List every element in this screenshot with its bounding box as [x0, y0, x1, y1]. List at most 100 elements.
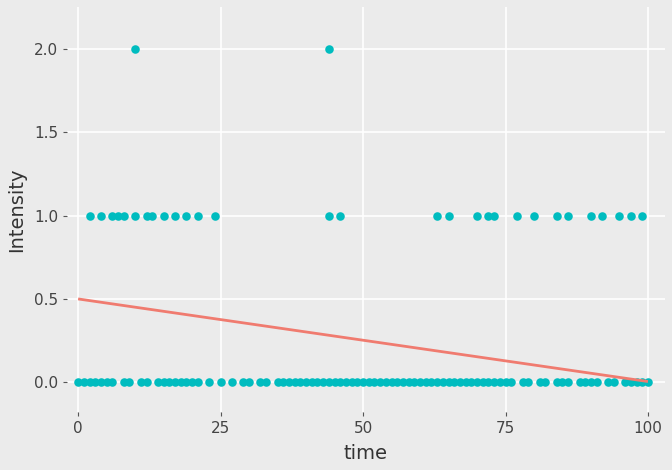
Point [626, 212, 636, 219]
Point [244, 379, 255, 386]
Point [141, 379, 152, 386]
Point [631, 379, 642, 386]
Point [563, 212, 574, 219]
Point [130, 45, 140, 53]
Point [472, 212, 482, 219]
Point [169, 212, 180, 219]
Point [603, 379, 614, 386]
Point [323, 379, 334, 386]
Point [147, 212, 158, 219]
Point [540, 379, 551, 386]
Point [215, 379, 226, 386]
Point [642, 379, 653, 386]
Point [637, 212, 648, 219]
Point [529, 212, 540, 219]
Point [358, 379, 368, 386]
Point [306, 379, 317, 386]
Point [90, 379, 101, 386]
Point [84, 212, 95, 219]
Point [164, 379, 175, 386]
Point [323, 45, 334, 53]
Point [552, 379, 562, 386]
Point [278, 379, 289, 386]
Point [238, 379, 249, 386]
Point [181, 212, 192, 219]
Point [272, 379, 283, 386]
Point [557, 379, 568, 386]
Point [489, 379, 499, 386]
Point [483, 212, 494, 219]
Point [295, 379, 306, 386]
Point [431, 379, 442, 386]
Point [124, 379, 135, 386]
Point [585, 379, 596, 386]
Point [192, 379, 203, 386]
Point [511, 212, 522, 219]
Point [289, 379, 300, 386]
Point [460, 379, 471, 386]
Point [107, 379, 118, 386]
Point [489, 212, 499, 219]
Point [204, 379, 214, 386]
Point [323, 212, 334, 219]
Point [113, 212, 124, 219]
Point [398, 379, 409, 386]
Point [158, 379, 169, 386]
Point [158, 212, 169, 219]
Point [79, 379, 89, 386]
Point [187, 379, 198, 386]
Point [101, 379, 112, 386]
Point [335, 379, 345, 386]
Point [210, 212, 220, 219]
Point [386, 379, 397, 386]
Point [118, 212, 129, 219]
Point [261, 379, 271, 386]
Point [415, 379, 425, 386]
Point [563, 379, 574, 386]
Point [580, 379, 591, 386]
Point [329, 379, 340, 386]
X-axis label: time: time [344, 444, 388, 463]
Point [375, 379, 386, 386]
Point [591, 379, 602, 386]
Point [585, 212, 596, 219]
Point [443, 379, 454, 386]
Point [192, 212, 203, 219]
Point [175, 379, 186, 386]
Point [107, 212, 118, 219]
Point [118, 379, 129, 386]
Point [431, 212, 442, 219]
Point [477, 379, 488, 386]
Point [403, 379, 414, 386]
Point [620, 379, 630, 386]
Point [141, 212, 152, 219]
Point [426, 379, 437, 386]
Point [181, 379, 192, 386]
Point [472, 379, 482, 386]
Point [364, 379, 374, 386]
Point [552, 212, 562, 219]
Point [466, 379, 476, 386]
Point [284, 379, 294, 386]
Point [169, 379, 180, 386]
Point [300, 379, 311, 386]
Point [506, 379, 517, 386]
Point [534, 379, 545, 386]
Point [318, 379, 329, 386]
Point [454, 379, 465, 386]
Point [255, 379, 266, 386]
Point [574, 379, 585, 386]
Point [443, 212, 454, 219]
Point [449, 379, 460, 386]
Point [597, 212, 607, 219]
Point [392, 379, 403, 386]
Point [483, 379, 494, 386]
Point [369, 379, 380, 386]
Point [637, 379, 648, 386]
Point [226, 379, 237, 386]
Point [614, 212, 625, 219]
Point [523, 379, 534, 386]
Y-axis label: Intensity: Intensity [7, 167, 26, 252]
Point [608, 379, 619, 386]
Point [495, 379, 505, 386]
